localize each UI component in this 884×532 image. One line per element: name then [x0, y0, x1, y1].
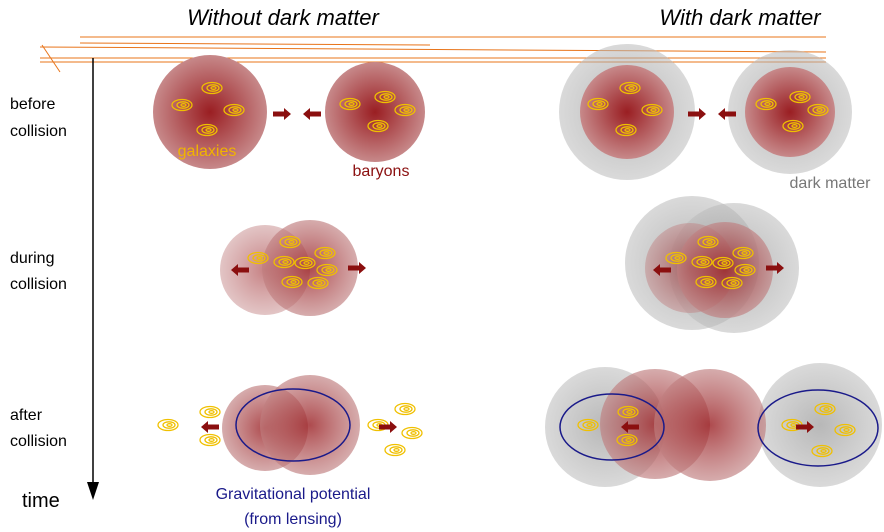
galaxies-label: galaxies	[178, 143, 237, 160]
before-dm	[559, 44, 852, 180]
time-label: time	[22, 490, 60, 512]
time-arrow	[87, 482, 99, 500]
during-dm	[625, 196, 799, 333]
potential-label: (from lensing)	[244, 511, 342, 528]
row-label: collision	[10, 276, 67, 293]
header-right: With dark matter	[659, 5, 822, 30]
row-label: collision	[10, 123, 67, 140]
after-dm	[545, 363, 882, 487]
row-label: collision	[10, 433, 67, 450]
after-no-dm	[157, 375, 423, 475]
before-no-dm	[153, 55, 425, 169]
baryons-label: baryons	[353, 163, 410, 180]
dark-matter-label: dark matter	[790, 175, 872, 192]
row-label: during	[10, 250, 54, 267]
row-label: after	[10, 407, 43, 424]
row-label: before	[10, 96, 55, 113]
header-left: Without dark matter	[187, 5, 380, 30]
during-no-dm	[220, 220, 366, 316]
potential-label: Gravitational potential	[216, 486, 371, 503]
top-lines	[39, 36, 827, 73]
